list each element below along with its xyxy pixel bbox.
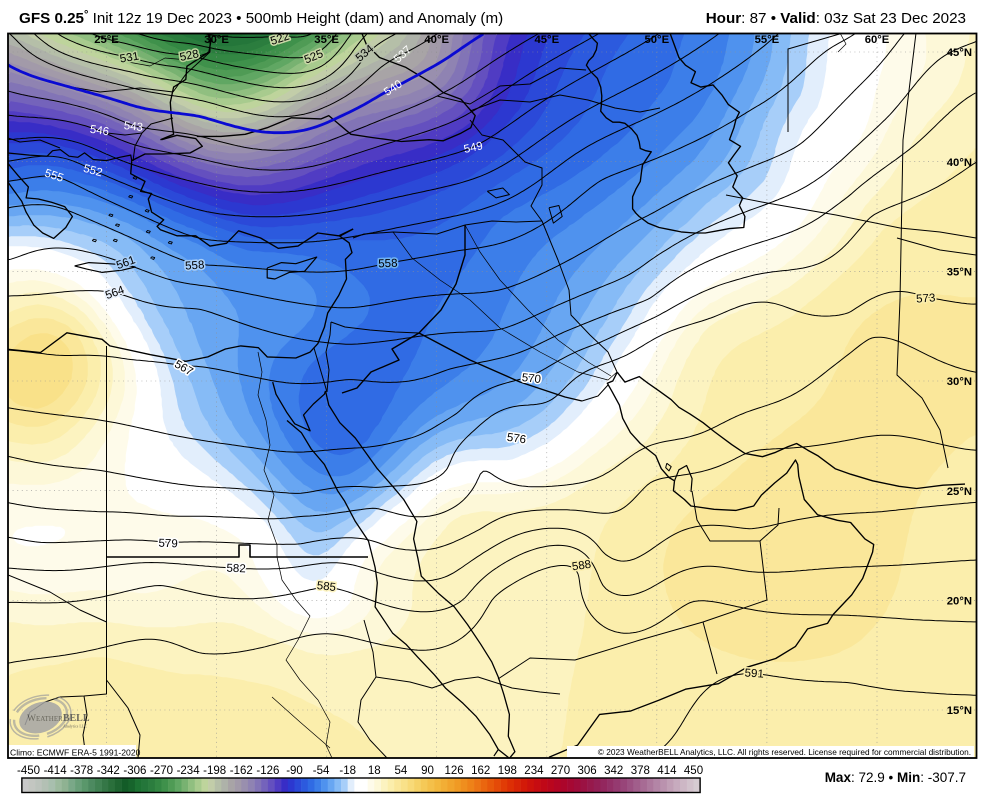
svg-text:558: 558: [378, 258, 398, 271]
svg-text:-450: -450: [17, 765, 40, 777]
svg-text:162: 162: [471, 765, 490, 777]
svg-text:Climo: ECMWF ERA-5 1991-2020: Climo: ECMWF ERA-5 1991-2020: [10, 748, 141, 758]
svg-text:582: 582: [226, 563, 246, 576]
svg-text:-198: -198: [203, 765, 226, 777]
svg-text:546: 546: [89, 124, 110, 139]
svg-text:Hour: 87 • Valid: 03z Sat 23 D: Hour: 87 • Valid: 03z Sat 23 Dec 2023: [706, 10, 966, 27]
svg-text:40°N: 40°N: [947, 157, 972, 169]
svg-text:543: 543: [123, 120, 143, 134]
svg-text:570: 570: [521, 372, 541, 386]
svg-text:591: 591: [744, 667, 764, 680]
svg-text:198: 198: [498, 765, 517, 777]
svg-text:552: 552: [82, 163, 104, 180]
svg-text:90: 90: [421, 765, 434, 777]
svg-text:-18: -18: [339, 765, 356, 777]
svg-text:-90: -90: [286, 765, 303, 777]
svg-text:© 2023 WeatherBELL Analytics,: © 2023 WeatherBELL Analytics, LLC. All r…: [598, 747, 971, 757]
svg-text:528: 528: [179, 48, 200, 64]
svg-text:528: 528: [179, 48, 200, 64]
svg-text:558: 558: [378, 258, 398, 271]
svg-text:35°E: 35°E: [314, 34, 339, 46]
svg-text:306: 306: [578, 765, 597, 777]
svg-text:576: 576: [506, 432, 527, 447]
svg-text:531: 531: [119, 50, 140, 65]
svg-text:-270: -270: [150, 765, 173, 777]
svg-text:-162: -162: [230, 765, 253, 777]
svg-text:555: 555: [43, 167, 65, 184]
svg-text:570: 570: [521, 372, 541, 386]
svg-text:378: 378: [631, 765, 650, 777]
svg-text:15°N: 15°N: [947, 705, 972, 717]
svg-text:54: 54: [395, 765, 408, 777]
svg-text:-306: -306: [123, 765, 146, 777]
svg-text:342: 342: [604, 765, 623, 777]
svg-text:WEATHERBELL: WEATHERBELL: [27, 713, 90, 724]
svg-text:Analytics LLC: Analytics LLC: [63, 724, 87, 729]
svg-text:-126: -126: [256, 765, 279, 777]
svg-text:549: 549: [463, 140, 484, 156]
svg-text:579: 579: [158, 538, 178, 551]
svg-text:-378: -378: [70, 765, 93, 777]
svg-text:-414: -414: [44, 765, 68, 777]
svg-text:585: 585: [316, 580, 336, 594]
svg-text:18: 18: [368, 765, 381, 777]
svg-text:30°N: 30°N: [947, 376, 972, 388]
svg-text:582: 582: [226, 563, 246, 576]
svg-text:35°N: 35°N: [947, 267, 972, 279]
svg-text:50°E: 50°E: [644, 34, 669, 46]
svg-text:588: 588: [571, 559, 592, 574]
svg-text:25°N: 25°N: [947, 486, 972, 498]
svg-text:576: 576: [506, 432, 527, 447]
svg-text:573: 573: [916, 292, 936, 305]
svg-text:GFS 0.25° Init 12z 19 Dec 2023: GFS 0.25° Init 12z 19 Dec 2023 • 500mb H…: [19, 9, 503, 27]
svg-text:591: 591: [744, 667, 764, 680]
svg-text:30°E: 30°E: [204, 34, 229, 46]
svg-text:585: 585: [316, 580, 336, 594]
svg-text:45°E: 45°E: [534, 34, 559, 46]
svg-text:55°E: 55°E: [755, 34, 780, 46]
svg-text:126: 126: [445, 765, 464, 777]
svg-text:20°N: 20°N: [947, 596, 972, 608]
svg-text:60°E: 60°E: [865, 34, 890, 46]
svg-text:-54: -54: [313, 765, 330, 777]
svg-text:450: 450: [684, 765, 703, 777]
svg-text:45°N: 45°N: [947, 47, 972, 59]
svg-text:558: 558: [185, 259, 205, 272]
svg-text:40°E: 40°E: [424, 34, 449, 46]
svg-text:25°E: 25°E: [94, 34, 119, 46]
svg-text:-234: -234: [177, 765, 201, 777]
svg-text:234: 234: [524, 765, 544, 777]
svg-text:414: 414: [657, 765, 677, 777]
svg-text:579: 579: [158, 538, 178, 551]
svg-text:531: 531: [119, 50, 140, 65]
svg-text:-342: -342: [97, 765, 120, 777]
svg-text:573: 573: [916, 292, 936, 305]
svg-text:588: 588: [571, 559, 592, 574]
svg-text:558: 558: [185, 259, 205, 272]
svg-text:Max: 72.9 • Min: -307.7: Max: 72.9 • Min: -307.7: [825, 770, 966, 785]
svg-text:270: 270: [551, 765, 570, 777]
